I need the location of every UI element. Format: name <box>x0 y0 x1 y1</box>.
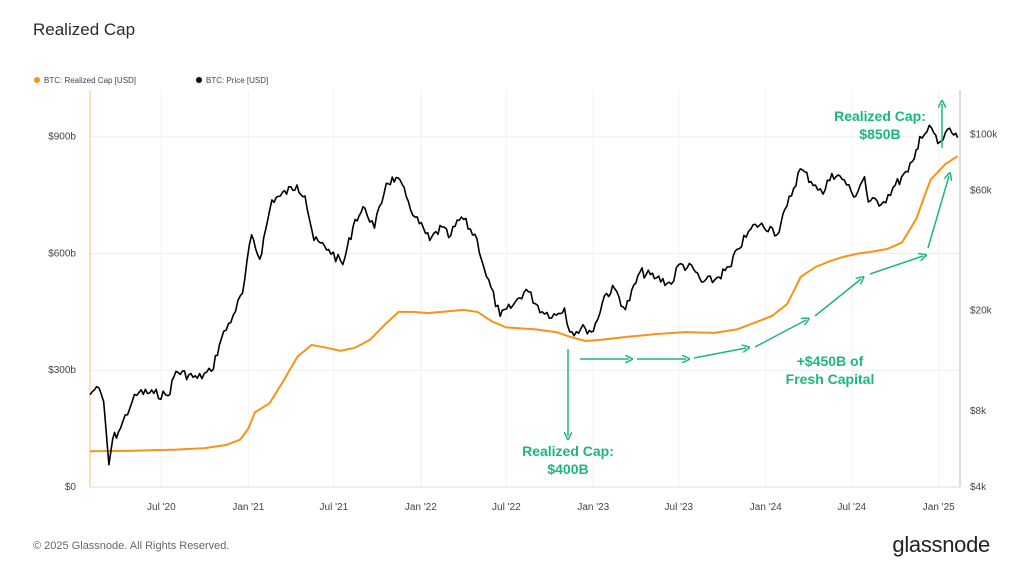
right-tick-label: $60k <box>970 185 993 196</box>
right-tick-label: $20k <box>970 306 993 317</box>
annotation-fresh-capital-line2: Fresh Capital <box>786 371 875 387</box>
x-axis-ticks: Jul '20 Jan '21 Jul '21 Jan '22 Jul '22 Jan '… <box>147 502 955 513</box>
growth-arrow-5 <box>814 279 861 317</box>
x-tick-label: Jul '20 <box>147 502 176 513</box>
x-tick-label: Jul '24 <box>837 502 866 513</box>
left-axis-ticks: $0 $300b $600b $900b <box>48 132 76 493</box>
annotation-400b: Realized Cap: $400B <box>522 349 614 477</box>
right-tick-label: $8k <box>970 406 987 417</box>
annotation-fresh-capital-line1: +$450B of <box>797 353 864 369</box>
plot-area <box>90 90 960 487</box>
glassnode-logo: glassnode <box>892 532 990 557</box>
x-tick-label: Jul '22 <box>492 502 521 513</box>
x-tick-label: Jan '25 <box>923 502 955 513</box>
annotation-400b-line1: Realized Cap: <box>522 443 614 459</box>
grid <box>90 90 960 487</box>
left-tick-label: $900b <box>48 132 76 143</box>
growth-arrow-3 <box>693 348 746 359</box>
right-tick-label: $100k <box>970 129 998 140</box>
legend-label-realized-cap: BTC: Realized Cap [USD] <box>44 76 136 85</box>
page-title: Realized Cap <box>33 20 136 39</box>
annotation-850b-line1: Realized Cap: <box>834 108 926 124</box>
annotation-fresh-capital: +$450B of Fresh Capital <box>580 176 949 387</box>
copyright-footer: © 2025 Glassnode. All Rights Reserved. <box>33 540 230 552</box>
growth-arrow-7 <box>927 176 949 249</box>
x-tick-label: Jul '23 <box>665 502 694 513</box>
annotation-850b-line2: $850B <box>859 126 900 142</box>
legend-label-price: BTC: Price [USD] <box>206 76 268 85</box>
legend-marker-price <box>196 77 202 83</box>
legend-marker-realized-cap <box>34 77 40 83</box>
growth-arrow-4 <box>754 320 806 348</box>
annotation-850b: Realized Cap: $850B <box>834 104 942 148</box>
right-tick-label: $4k <box>970 482 987 493</box>
legend: BTC: Realized Cap [USD] BTC: Price [USD] <box>34 76 268 85</box>
left-tick-label: $0 <box>65 482 77 493</box>
series-line-price <box>89 124 959 466</box>
x-tick-label: Jul '21 <box>320 502 349 513</box>
x-tick-label: Jan '23 <box>577 502 609 513</box>
series-line-realized-cap <box>89 155 959 453</box>
right-axis-ticks: $4k $8k $20k $60k $100k <box>970 129 998 493</box>
x-tick-label: Jan '21 <box>232 502 264 513</box>
x-tick-label: Jan '24 <box>750 502 782 513</box>
growth-arrow-6 <box>869 256 923 275</box>
left-tick-label: $600b <box>48 248 76 259</box>
left-tick-label: $300b <box>48 365 76 376</box>
x-tick-label: Jan '22 <box>405 502 437 513</box>
annotation-400b-line2: $400B <box>547 461 588 477</box>
